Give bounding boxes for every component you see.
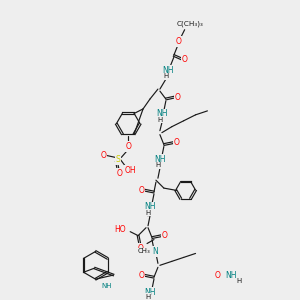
Text: S: S [116,155,121,164]
Text: HO: HO [115,225,126,234]
Text: O: O [162,231,168,240]
Text: H: H [146,210,151,216]
Text: O: O [138,271,144,280]
Text: H: H [163,73,169,79]
Text: H: H [157,117,163,123]
Text: O: O [175,92,181,101]
Text: NH: NH [162,66,174,75]
Text: O: O [125,142,131,151]
Text: H: H [146,294,151,300]
Text: O: O [100,151,106,160]
Text: NH: NH [144,287,156,296]
Text: H: H [236,278,242,284]
Text: NH: NH [225,271,237,280]
Text: O: O [116,169,122,178]
Text: NH: NH [144,202,156,211]
Text: C(CH₃)₃: C(CH₃)₃ [176,20,203,27]
Text: O: O [182,55,188,64]
Text: H: H [155,162,160,168]
Text: O: O [214,271,220,280]
Text: O: O [138,186,144,195]
Text: NH: NH [101,283,112,289]
Text: CH₃: CH₃ [137,248,150,254]
Text: O: O [174,138,180,147]
Text: OH: OH [124,166,136,175]
Text: O: O [137,244,143,253]
Text: NH: NH [156,109,168,118]
Text: N: N [152,247,158,256]
Text: NH: NH [154,155,166,164]
Text: O: O [176,37,182,46]
